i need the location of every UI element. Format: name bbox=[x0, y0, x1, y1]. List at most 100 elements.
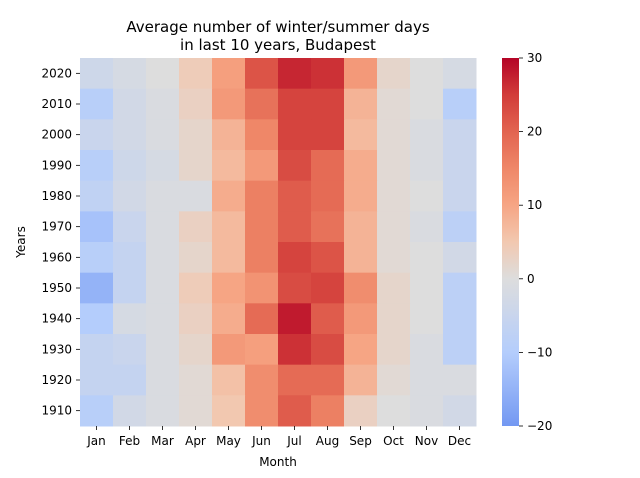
heatmap-cell bbox=[245, 58, 279, 90]
heatmap-cell bbox=[344, 334, 378, 366]
heatmap-cell bbox=[344, 395, 378, 427]
colorbar bbox=[502, 58, 519, 426]
heatmap-cell bbox=[113, 88, 147, 120]
x-tick-label: May bbox=[216, 434, 241, 448]
heatmap-cell bbox=[377, 119, 411, 151]
y-tick-label: 2020 bbox=[41, 66, 72, 80]
heatmap-cell bbox=[410, 364, 444, 396]
heatmap-cell bbox=[377, 303, 411, 335]
heatmap-cell bbox=[410, 88, 444, 120]
colorbar-tick-label: 0 bbox=[527, 272, 535, 286]
heatmap-cell bbox=[212, 58, 246, 90]
y-tick-label: 2000 bbox=[41, 128, 72, 142]
y-tick-label: 1960 bbox=[41, 250, 72, 264]
heatmap-cell bbox=[146, 58, 180, 90]
x-tick-label: Sep bbox=[349, 434, 372, 448]
heatmap-cell bbox=[179, 211, 213, 243]
y-tick-label: 1990 bbox=[41, 158, 72, 172]
heatmap-cell bbox=[311, 180, 345, 212]
y-axis-label: Years bbox=[14, 226, 28, 259]
chart-title-line-2: in last 10 years, Budapest bbox=[180, 36, 376, 54]
x-tick-label: Oct bbox=[383, 434, 404, 448]
heatmap-cell bbox=[212, 119, 246, 151]
heatmap-cell bbox=[212, 364, 246, 396]
x-tick-label: Dec bbox=[448, 434, 471, 448]
heatmap-cell bbox=[113, 242, 147, 274]
heatmap-cell bbox=[245, 272, 279, 304]
heatmap-cell bbox=[311, 150, 345, 182]
heatmap-cell bbox=[113, 150, 147, 182]
heatmap-cell bbox=[443, 211, 477, 243]
x-tick-label: Jun bbox=[251, 434, 271, 448]
y-tick-label: 1920 bbox=[41, 373, 72, 387]
heatmap-cell bbox=[113, 119, 147, 151]
heatmap-cell bbox=[410, 58, 444, 90]
heatmap-cell bbox=[377, 180, 411, 212]
heatmap-cell bbox=[80, 119, 114, 151]
heatmap-cell bbox=[410, 334, 444, 366]
heatmap-cell bbox=[311, 364, 345, 396]
x-tick-label: Nov bbox=[415, 434, 438, 448]
heatmap-cell bbox=[146, 211, 180, 243]
heatmap-cell bbox=[377, 58, 411, 90]
heatmap-cell bbox=[443, 303, 477, 335]
heatmap-cell bbox=[443, 58, 477, 90]
heatmap-cell bbox=[179, 334, 213, 366]
heatmap-cell bbox=[212, 150, 246, 182]
heatmap-cell bbox=[410, 150, 444, 182]
heatmap-cell bbox=[212, 272, 246, 304]
heatmap-cell bbox=[146, 119, 180, 151]
heatmap-cell bbox=[179, 242, 213, 274]
heatmap-cell bbox=[113, 180, 147, 212]
heatmap-cell bbox=[344, 88, 378, 120]
heatmap-cell bbox=[146, 334, 180, 366]
colorbar-tick-label: −10 bbox=[527, 345, 552, 359]
heatmap-cell bbox=[212, 334, 246, 366]
heatmap-cell bbox=[212, 395, 246, 427]
heatmap-cell bbox=[146, 364, 180, 396]
heatmap-cell bbox=[245, 180, 279, 212]
colorbar-tick-label: −20 bbox=[527, 419, 552, 433]
heatmap-cell bbox=[245, 211, 279, 243]
heatmap-cell bbox=[278, 150, 312, 182]
heatmap-cell bbox=[80, 150, 114, 182]
heatmap-cell bbox=[245, 395, 279, 427]
heatmap-cell bbox=[311, 395, 345, 427]
heatmap-cell bbox=[311, 272, 345, 304]
heatmap-cell bbox=[410, 303, 444, 335]
heatmap-cell bbox=[311, 242, 345, 274]
heatmap-cell bbox=[410, 119, 444, 151]
heatmap-cell bbox=[278, 242, 312, 274]
colorbar-tick-label: 20 bbox=[527, 125, 542, 139]
heatmap-cell bbox=[113, 272, 147, 304]
heatmap-cell bbox=[80, 242, 114, 274]
heatmap-cell bbox=[311, 334, 345, 366]
heatmap-cell bbox=[377, 364, 411, 396]
heatmap-cell bbox=[146, 242, 180, 274]
x-axis-label: Month bbox=[259, 455, 297, 469]
heatmap-cell bbox=[443, 180, 477, 212]
heatmap-cell bbox=[245, 88, 279, 120]
heatmap-cell bbox=[212, 303, 246, 335]
heatmap-cell bbox=[278, 180, 312, 212]
heatmap-cell bbox=[443, 364, 477, 396]
heatmap-cell bbox=[344, 211, 378, 243]
heatmap-cell bbox=[344, 58, 378, 90]
heatmap-cell bbox=[212, 211, 246, 243]
heatmap-cell bbox=[377, 211, 411, 243]
heatmap-cell bbox=[278, 272, 312, 304]
heatmap-cell bbox=[80, 303, 114, 335]
heatmap-cell bbox=[278, 334, 312, 366]
heatmap-cell bbox=[245, 119, 279, 151]
heatmap-cell bbox=[113, 364, 147, 396]
y-tick-label: 1970 bbox=[41, 220, 72, 234]
heatmap-cell bbox=[179, 119, 213, 151]
y-tick-label: 1950 bbox=[41, 281, 72, 295]
heatmap-cell bbox=[311, 58, 345, 90]
heatmap-cell bbox=[278, 211, 312, 243]
x-tick-label: Mar bbox=[151, 434, 174, 448]
heatmap-cell bbox=[245, 364, 279, 396]
heatmap-cell bbox=[344, 242, 378, 274]
heatmap-cell bbox=[377, 150, 411, 182]
colorbar-ticks: −20 −10 0 10 20 30 bbox=[519, 51, 552, 433]
